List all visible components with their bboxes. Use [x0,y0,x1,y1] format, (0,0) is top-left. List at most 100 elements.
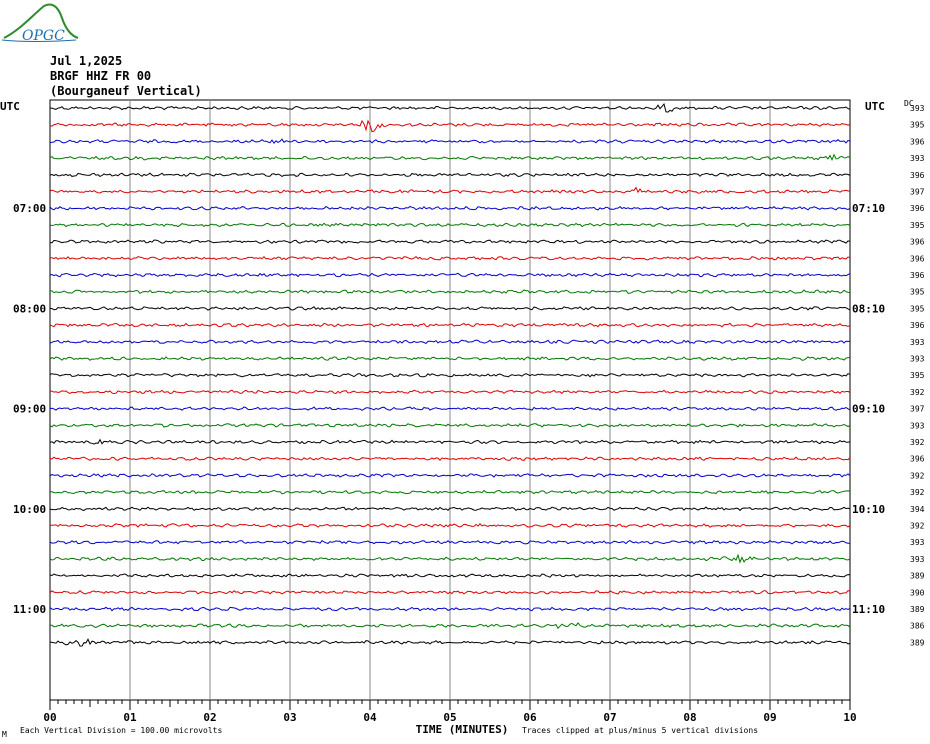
x-tick-label: 02 [203,711,216,724]
dc-offset-value: 396 [910,171,925,180]
dc-offset-value: 396 [910,321,925,330]
x-tick-label: 07 [603,711,616,724]
x-tick-label: 04 [363,711,377,724]
dc-offset-value: 392 [910,438,925,447]
dc-offset-value: 392 [910,522,925,531]
trace-line [49,438,851,445]
dc-offset-value: 395 [910,371,925,380]
dc-offset-value: 393 [910,555,925,564]
dc-offset-value: 397 [910,188,925,197]
header-station: BRGF HHZ FR 00 [50,69,152,83]
right-hour-label: 10:10 [852,503,885,516]
trace-line [49,506,851,512]
trace-line [49,306,851,311]
dc-offset-value: 395 [910,288,925,297]
x-tick-label: 03 [283,711,296,724]
labels: 393 395 396 393 396 397 396 395 396 396 396 395 395 3… [0,99,925,739]
opgc-logo: OPGC [1,3,79,44]
left-hour-label: 08:00 [13,302,46,315]
trace-line [49,119,851,133]
dc-offset-value: 396 [910,137,925,146]
dc-offset-value: 393 [910,104,925,113]
trace-line [49,222,851,228]
trace-line [49,456,851,461]
dc-offset-value: 393 [910,538,925,547]
x-tick-label: 08 [683,711,696,724]
dc-offset-value: 393 [910,338,925,347]
trace-line [49,239,851,244]
dc-offset-value: 394 [910,505,925,514]
dc-offset-value: 392 [910,488,925,497]
x-tick-label: 10 [843,711,856,724]
dc-offset-value: 397 [910,405,925,414]
trace-line [49,590,851,595]
trace-line [49,523,851,528]
left-hour-label: 09:00 [13,403,46,416]
trace-line [49,172,851,177]
trace-line [49,255,851,261]
footer-vertical-division: Each Vertical Division = 100.00 microvol… [20,726,222,735]
trace-line [49,153,851,162]
trace-line [49,339,851,344]
trace-line [49,406,851,411]
trace-line [49,322,851,328]
dc-offset-value: 396 [910,271,925,280]
trace-line [49,553,851,564]
x-axis-title: TIME (MINUTES) [416,723,509,736]
dc-offset-value: 393 [910,154,925,163]
right-hour-label: 07:10 [852,202,885,215]
dc-offset-value: 393 [910,421,925,430]
right-hour-label: 09:10 [852,403,885,416]
dc-offset-value: 390 [910,588,925,597]
trace-line [49,103,851,113]
header-description: (Bourganeuf Vertical) [50,84,202,98]
trace-line [49,539,851,545]
trace-line [49,373,851,378]
right-hour-label: 11:10 [852,603,885,616]
dc-offset-value: 392 [910,388,925,397]
dc-offset-value: 396 [910,204,925,213]
left-utc-label: UTC [0,100,20,113]
trace-line [49,272,851,278]
trace-line [50,489,851,495]
right-hour-label: 08:10 [852,302,885,315]
trace-line [49,473,851,478]
trace-line [49,638,851,647]
grid [49,99,851,710]
footer-clip-note: Traces clipped at plus/minus 5 vertical … [522,726,758,735]
dc-offset-value: 389 [910,638,925,647]
trace-line [49,186,851,194]
dc-offset-value: 389 [910,572,925,581]
dc-offset-value: 396 [910,455,925,464]
logo-swoosh [3,3,79,39]
dc-offset-value: 386 [910,622,925,631]
corner-mark: M [2,730,7,739]
left-hour-label: 10:00 [13,503,46,516]
left-hour-label: 07:00 [13,202,46,215]
dc-offset-value: 393 [910,355,925,364]
trace-line [49,138,851,145]
right-utc-label: UTC [865,100,885,113]
logo-underline [1,39,77,42]
trace-line [49,289,851,295]
dc-header-label: DC [904,99,914,108]
logo-text: OPGC [22,28,65,44]
x-tick-label: 05 [443,711,456,724]
dc-offset-value: 395 [910,121,925,130]
dc-offset-value: 395 [910,304,925,313]
trace-line [49,573,851,578]
trace-line [49,389,851,395]
dc-offset-value: 396 [910,254,925,263]
header-date: Jul 1,2025 [50,54,123,68]
dc-offset-value: 392 [910,471,925,480]
trace-line [49,205,851,211]
trace-line [49,606,851,612]
x-tick-label: 00 [43,711,56,724]
trace-line [49,422,851,428]
trace-line [50,622,851,630]
x-tick-label: 01 [123,711,137,724]
dc-offset-value: 389 [910,605,925,614]
x-tick-label: 06 [523,711,537,724]
dc-offset-value: 395 [910,221,925,230]
